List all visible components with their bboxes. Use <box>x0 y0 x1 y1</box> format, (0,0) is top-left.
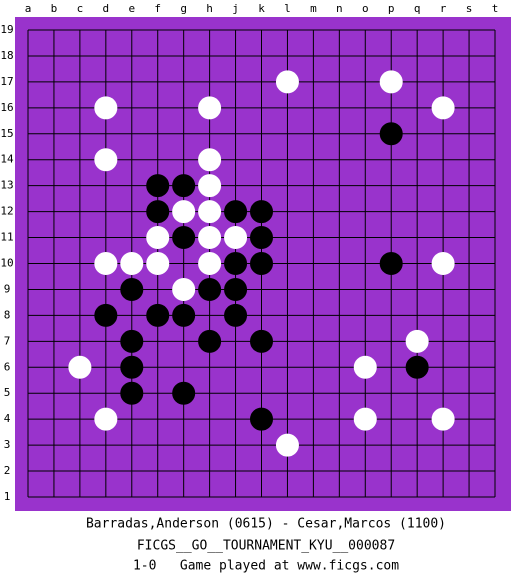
column-label: g <box>180 2 187 15</box>
black-stone <box>250 252 273 275</box>
column-label: n <box>336 2 343 15</box>
column-label: s <box>466 2 473 15</box>
black-stone <box>120 329 144 353</box>
black-stone <box>379 122 403 146</box>
black-stone <box>172 381 196 405</box>
column-label: o <box>362 2 369 15</box>
black-stone <box>198 329 222 353</box>
black-stone <box>224 277 248 301</box>
black-stone <box>250 407 273 431</box>
white-stone <box>146 252 170 275</box>
column-label: a <box>25 2 32 15</box>
row-label: 4 <box>4 412 11 425</box>
white-stone <box>275 70 299 94</box>
row-label: 13 <box>0 179 13 192</box>
white-stone <box>146 226 170 250</box>
column-label: p <box>388 2 395 15</box>
players: Barradas,Anderson (0615) - Cesar,Marcos … <box>86 517 446 532</box>
column-label: h <box>206 2 213 15</box>
row-label: 2 <box>4 464 11 477</box>
column-label: b <box>51 2 58 15</box>
black-stone <box>224 303 248 327</box>
white-stone <box>198 174 222 198</box>
column-label: f <box>154 2 161 15</box>
column-label: t <box>492 2 499 15</box>
white-stone <box>431 96 455 120</box>
column-label: m <box>310 2 317 15</box>
row-label: 10 <box>0 257 13 270</box>
white-stone <box>353 355 377 379</box>
column-label: d <box>103 2 110 15</box>
column-label: l <box>284 2 291 15</box>
column-label: q <box>414 2 421 15</box>
white-stone <box>198 252 222 275</box>
black-stone <box>250 329 273 353</box>
white-stone <box>172 277 196 301</box>
row-label: 3 <box>4 438 11 451</box>
white-stone <box>224 226 248 250</box>
black-stone <box>224 252 248 275</box>
row-label: 1 <box>4 490 11 503</box>
row-label: 11 <box>0 231 13 244</box>
black-stone <box>172 174 196 198</box>
white-stone <box>94 96 118 120</box>
black-stone <box>94 303 118 327</box>
column-label: e <box>128 2 135 15</box>
black-stone <box>120 381 144 405</box>
black-stone <box>146 200 170 224</box>
white-stone <box>379 70 403 94</box>
row-label: 5 <box>4 386 11 399</box>
white-stone <box>198 148 222 172</box>
white-stone <box>120 252 144 275</box>
black-stone <box>120 355 144 379</box>
coordinates: a b c d e f g h j k l m n o p q r s t191817161514131211109… <box>0 2 498 503</box>
white-stone <box>275 433 299 457</box>
row-label: 8 <box>4 308 11 321</box>
row-label: 19 <box>0 23 13 36</box>
column-label: j <box>232 2 239 15</box>
white-stone <box>431 407 455 431</box>
white-stone <box>431 252 455 275</box>
white-stone <box>68 355 92 379</box>
row-label: 15 <box>0 127 13 140</box>
row-label: 17 <box>0 75 13 88</box>
white-stone <box>94 148 118 172</box>
stones <box>68 70 455 457</box>
black-stone <box>120 277 144 301</box>
white-stone <box>198 200 222 224</box>
white-stone <box>94 252 118 275</box>
black-stone <box>172 303 196 327</box>
row-label: 9 <box>4 282 11 295</box>
black-stone <box>198 277 222 301</box>
row-label: 12 <box>0 205 13 218</box>
white-stone <box>198 226 222 250</box>
row-label: 14 <box>0 153 14 166</box>
black-stone <box>250 226 273 250</box>
column-label: k <box>258 2 265 15</box>
result: 1-0 Game played at www.ficgs.com <box>133 559 399 574</box>
row-label: 18 <box>0 49 13 62</box>
row-label: 16 <box>0 101 13 114</box>
column-label: r <box>440 2 447 15</box>
white-stone <box>172 200 196 224</box>
column-label: c <box>77 2 84 15</box>
tournament: FICGS__GO__TOURNAMENT_KYU__000087 <box>137 539 395 554</box>
row-label: 7 <box>4 334 11 347</box>
black-stone <box>405 355 429 379</box>
white-stone <box>198 96 222 120</box>
white-stone <box>405 329 429 353</box>
black-stone <box>146 303 170 327</box>
row-label: 6 <box>4 360 11 373</box>
black-stone <box>379 252 403 275</box>
black-stone <box>172 226 196 250</box>
black-stone <box>250 200 273 224</box>
white-stone <box>353 407 377 431</box>
black-stone <box>224 200 248 224</box>
white-stone <box>94 407 118 431</box>
black-stone <box>146 174 170 198</box>
